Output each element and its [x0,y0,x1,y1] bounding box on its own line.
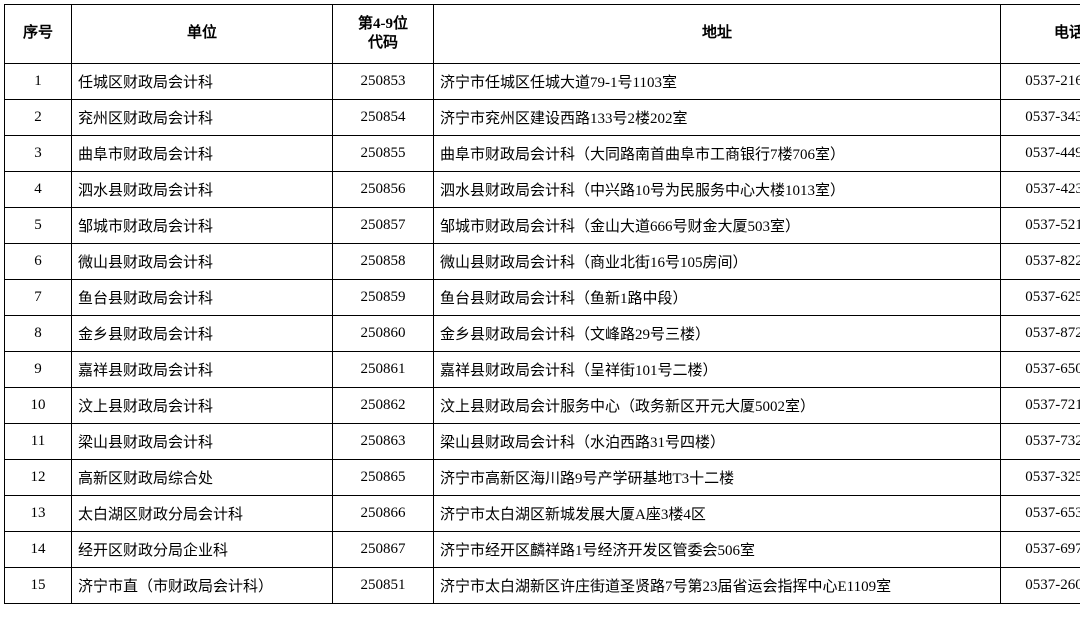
cell-unit: 任城区财政局会计科 [72,64,333,100]
cell-phone: 0537-3255155 [1001,460,1080,496]
cell-code: 250865 [333,460,434,496]
cell-phone: 0537-8222790 [1001,244,1080,280]
table-row: 10汶上县财政局会计科250862汶上县财政局会计服务中心（政务新区开元大厦50… [5,388,1080,424]
cell-addr: 济宁市经开区麟祥路1号经济开发区管委会506室 [434,532,1001,568]
col-header-addr: 地址 [434,5,1001,64]
table-header-row: 序号单位第4-9位代码地址电话 [5,5,1080,64]
cell-addr: 梁山县财政局会计科（水泊西路31号四楼） [434,424,1001,460]
cell-addr: 金乡县财政局会计科（文峰路29号三楼） [434,316,1001,352]
cell-phone: 0537-5213078 [1001,208,1080,244]
cell-addr: 济宁市高新区海川路9号产学研基地T3十二楼 [434,460,1001,496]
cell-addr: 邹城市财政局会计科（金山大道666号财金大厦503室） [434,208,1001,244]
cell-phone: 0537-3430298 [1001,100,1080,136]
cell-seq: 3 [5,136,72,172]
cell-code: 250854 [333,100,434,136]
cell-seq: 10 [5,388,72,424]
cell-unit: 泗水县财政局会计科 [72,172,333,208]
cell-seq: 6 [5,244,72,280]
cell-code: 250866 [333,496,434,532]
cell-unit: 兖州区财政局会计科 [72,100,333,136]
cell-phone: 0537-6972996 [1001,532,1080,568]
table-row: 14经开区财政分局企业科250867济宁市经开区麟祥路1号经济开发区管委会506… [5,532,1080,568]
table-row: 6微山县财政局会计科250858微山县财政局会计科（商业北街16号105房间）0… [5,244,1080,280]
cell-seq: 13 [5,496,72,532]
cell-seq: 15 [5,568,72,604]
cell-code: 250851 [333,568,434,604]
cell-seq: 9 [5,352,72,388]
cell-code: 250856 [333,172,434,208]
cell-addr: 济宁市兖州区建设西路133号2楼202室 [434,100,1001,136]
cell-addr: 曲阜市财政局会计科（大同路南首曲阜市工商银行7楼706室） [434,136,1001,172]
cell-seq: 1 [5,64,72,100]
cell-code: 250858 [333,244,434,280]
cell-code: 250859 [333,280,434,316]
cell-addr: 泗水县财政局会计科（中兴路10号为民服务中心大楼1013室） [434,172,1001,208]
cell-phone: 0537-7215516 [1001,388,1080,424]
col-header-seq: 序号 [5,5,72,64]
cell-code: 250867 [333,532,434,568]
cell-code: 250855 [333,136,434,172]
cell-unit: 经开区财政分局企业科 [72,532,333,568]
cell-code: 250857 [333,208,434,244]
cell-unit: 梁山县财政局会计科 [72,424,333,460]
cell-unit: 邹城市财政局会计科 [72,208,333,244]
cell-addr: 济宁市太白湖区新城发展大厦A座3楼4区 [434,496,1001,532]
cell-phone: 0537-6506063 [1001,352,1080,388]
table-row: 5邹城市财政局会计科250857邹城市财政局会计科（金山大道666号财金大厦50… [5,208,1080,244]
cell-addr: 汶上县财政局会计服务中心（政务新区开元大厦5002室） [434,388,1001,424]
table-row: 13太白湖区财政分局会计科250866济宁市太白湖区新城发展大厦A座3楼4区05… [5,496,1080,532]
cell-code: 250861 [333,352,434,388]
table-row: 9嘉祥县财政局会计科250861嘉祥县财政局会计科（呈祥街101号二楼）0537… [5,352,1080,388]
cell-phone: 0537-8721285 [1001,316,1080,352]
table-row: 8金乡县财政局会计科250860金乡县财政局会计科（文峰路29号三楼）0537-… [5,316,1080,352]
cell-addr: 济宁市太白湖新区许庄街道圣贤路7号第23届省运会指挥中心E1109室 [434,568,1001,604]
cell-unit: 微山县财政局会计科 [72,244,333,280]
cell-code: 250860 [333,316,434,352]
cell-seq: 5 [5,208,72,244]
cell-unit: 太白湖区财政分局会计科 [72,496,333,532]
cell-addr: 鱼台县财政局会计科（鱼新1路中段） [434,280,1001,316]
table-row: 11梁山县财政局会计科250863梁山县财政局会计科（水泊西路31号四楼）053… [5,424,1080,460]
cell-unit: 金乡县财政局会计科 [72,316,333,352]
table-row: 7鱼台县财政局会计科250859鱼台县财政局会计科（鱼新1路中段）0537-62… [5,280,1080,316]
cell-code: 250862 [333,388,434,424]
cell-seq: 14 [5,532,72,568]
cell-phone: 0537-4491935 [1001,136,1080,172]
table-row: 12高新区财政局综合处250865济宁市高新区海川路9号产学研基地T3十二楼05… [5,460,1080,496]
cell-seq: 12 [5,460,72,496]
cell-seq: 4 [5,172,72,208]
cell-addr: 微山县财政局会计科（商业北街16号105房间） [434,244,1001,280]
table-header: 序号单位第4-9位代码地址电话 [5,5,1080,64]
cell-unit: 济宁市直（市财政局会计科） [72,568,333,604]
cell-addr: 济宁市任城区任城大道79-1号1103室 [434,64,1001,100]
cell-unit: 汶上县财政局会计科 [72,388,333,424]
cell-seq: 7 [5,280,72,316]
cell-phone: 0537-7329467 [1001,424,1080,460]
cell-phone: 0537-4231172 [1001,172,1080,208]
cell-phone: 0537-2163906 [1001,64,1080,100]
table-row: 1任城区财政局会计科250853济宁市任城区任城大道79-1号1103室0537… [5,64,1080,100]
col-header-phone: 电话 [1001,5,1080,64]
cell-unit: 嘉祥县财政局会计科 [72,352,333,388]
cell-code: 250853 [333,64,434,100]
table-row: 15济宁市直（市财政局会计科）250851济宁市太白湖新区许庄街道圣贤路7号第2… [5,568,1080,604]
col-header-unit: 单位 [72,5,333,64]
cell-seq: 2 [5,100,72,136]
table-row: 4泗水县财政局会计科250856泗水县财政局会计科（中兴路10号为民服务中心大楼… [5,172,1080,208]
cell-phone: 0537-2606005 [1001,568,1080,604]
table-row: 3曲阜市财政局会计科250855曲阜市财政局会计科（大同路南首曲阜市工商银行7楼… [5,136,1080,172]
cell-unit: 鱼台县财政局会计科 [72,280,333,316]
cell-unit: 高新区财政局综合处 [72,460,333,496]
cell-addr: 嘉祥县财政局会计科（呈祥街101号二楼） [434,352,1001,388]
cell-phone: 0537-6253592 [1001,280,1080,316]
cell-unit: 曲阜市财政局会计科 [72,136,333,172]
cell-phone: 0537-6537209 [1001,496,1080,532]
cell-code: 250863 [333,424,434,460]
data-table: 序号单位第4-9位代码地址电话 1任城区财政局会计科250853济宁市任城区任城… [4,4,1080,604]
table-row: 2兖州区财政局会计科250854济宁市兖州区建设西路133号2楼202室0537… [5,100,1080,136]
table-body: 1任城区财政局会计科250853济宁市任城区任城大道79-1号1103室0537… [5,64,1080,604]
cell-seq: 11 [5,424,72,460]
col-header-code: 第4-9位代码 [333,5,434,64]
cell-seq: 8 [5,316,72,352]
